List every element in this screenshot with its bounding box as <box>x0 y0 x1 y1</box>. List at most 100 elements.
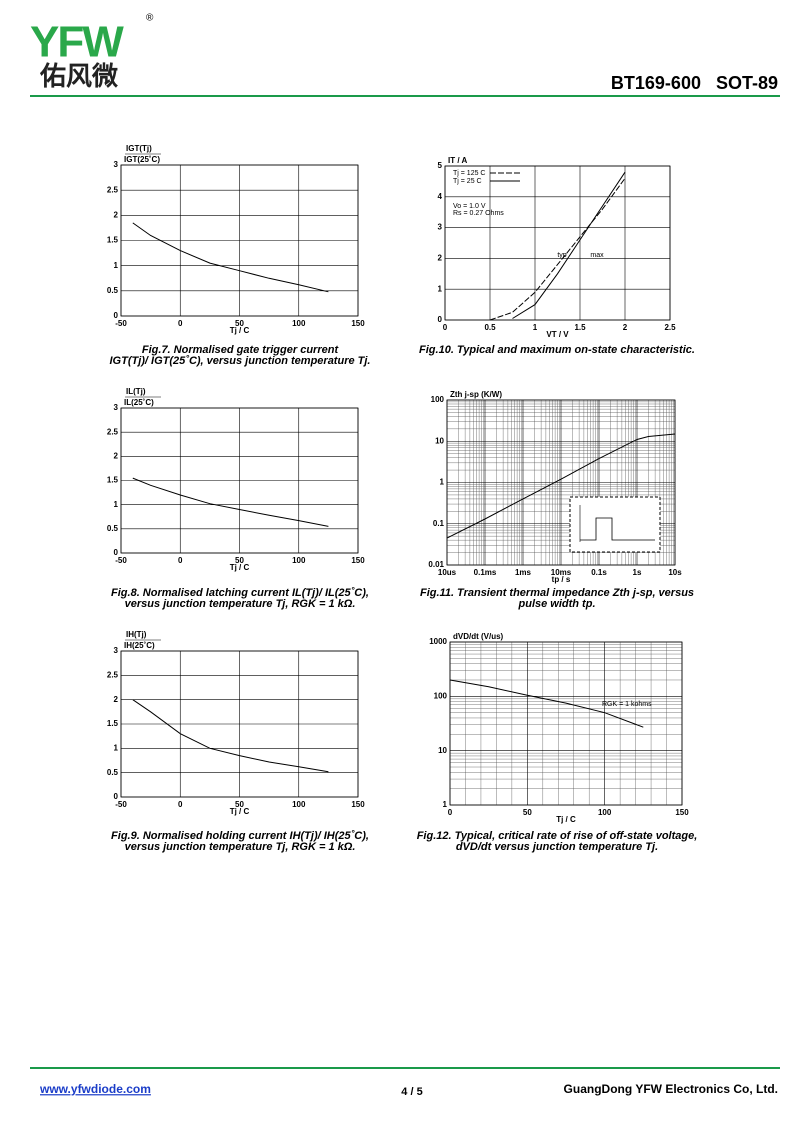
x-tick-label: 0 <box>443 323 448 332</box>
doc-title: BT169-600 SOT-89 <box>611 73 778 93</box>
x-label: Tj / C <box>556 815 576 824</box>
y-label-denominator: IGT(25˚C) <box>124 155 160 164</box>
legend-label: Tj = 125 C <box>453 170 486 177</box>
annotation: Vo = 1.0 V <box>453 203 486 210</box>
data-line <box>132 699 329 773</box>
y-tick-label: 1.5 <box>107 236 119 245</box>
y-tick-label: 2.5 <box>107 427 119 436</box>
y-tick-label: 1 <box>440 478 445 487</box>
x-tick-label: 50 <box>523 808 532 817</box>
y-tick-label: 4 <box>438 192 443 201</box>
page-number: 4 / 5 <box>401 1086 422 1098</box>
y-label: dVD/dt (V/us) <box>453 632 504 641</box>
data-line <box>132 222 329 293</box>
inset-frame <box>569 496 661 553</box>
x-tick-label: 150 <box>351 556 365 565</box>
x-tick-label: 1ms <box>515 568 532 577</box>
company: GuangDong YFW Electronics Co, Ltd. <box>564 1082 778 1096</box>
x-tick-label: 100 <box>292 319 306 328</box>
x-tick-label: 0 <box>448 808 453 817</box>
figure-caption: versus junction temperature Tj, RGK = 1 … <box>125 598 356 610</box>
annotation: Rs = 0.27 Ohms <box>453 210 504 217</box>
y-tick-label: 2 <box>114 695 119 704</box>
x-tick-label: 10us <box>438 568 457 577</box>
legend-label: Tj = 25 C <box>453 178 482 185</box>
figure-caption: Fig.8. Normalised latching current IL(Tj… <box>111 587 369 599</box>
logo-cn: 佑风微 <box>39 61 118 91</box>
annotation: RGK = 1 kohms <box>602 701 652 708</box>
y-tick-label: 2 <box>438 254 443 263</box>
data-line <box>512 171 626 319</box>
x-tick-label: 150 <box>351 319 365 328</box>
x-tick-label: 0 <box>178 800 183 809</box>
figure-caption: Fig.12. Typical, critical rate of rise o… <box>417 830 698 842</box>
x-tick-label: 150 <box>351 800 365 809</box>
y-tick-label: 3 <box>114 160 119 169</box>
y-tick-label: 1 <box>114 743 119 752</box>
x-tick-label: 100 <box>292 800 306 809</box>
x-tick-label: 0.1s <box>591 568 607 577</box>
data-line <box>489 178 626 321</box>
figure-caption: dVD/dt versus junction temperature Tj. <box>456 841 658 853</box>
y-tick-label: 0.5 <box>107 286 119 295</box>
y-tick-label: 1 <box>438 284 443 293</box>
x-tick-label: 0 <box>178 556 183 565</box>
figure-caption: Fig.9. Normalised holding current IH(Tj)… <box>111 830 369 842</box>
y-tick-label: 1 <box>443 800 448 809</box>
x-tick-label: 2 <box>623 323 628 332</box>
figure-caption: Fig.7. Normalised gate trigger current <box>142 344 340 356</box>
y-tick-label: 1 <box>114 500 119 509</box>
x-tick-label: 0.1ms <box>474 568 497 577</box>
x-label: Tj / C <box>230 326 250 335</box>
y-tick-label: 10 <box>438 746 447 755</box>
y-tick-label: 2.5 <box>107 670 119 679</box>
x-tick-label: -50 <box>115 800 127 809</box>
y-tick-label: 0.1 <box>433 519 445 528</box>
x-tick-label: 50 <box>235 556 244 565</box>
y-tick-label: 3 <box>438 223 443 232</box>
x-tick-label: 1s <box>633 568 642 577</box>
y-tick-label: 0 <box>114 792 119 801</box>
y-tick-label: 0 <box>114 548 119 557</box>
plot-area <box>444 165 671 321</box>
x-tick-label: 1.5 <box>574 323 586 332</box>
x-tick-label: 1 <box>533 323 538 332</box>
registered-mark: ® <box>146 13 154 24</box>
y-tick-label: 10 <box>435 436 444 445</box>
x-tick-label: -50 <box>115 319 127 328</box>
y-tick-label: 1.5 <box>107 476 119 485</box>
y-label-numerator: IL(Tj) <box>126 387 146 396</box>
x-label: VT / V <box>546 330 569 339</box>
plot-area <box>449 641 683 806</box>
data-line <box>446 433 676 539</box>
figure-caption: IGT(Tj)/ IGT(25˚C), versus junction temp… <box>110 355 371 367</box>
x-label: tp / s <box>552 575 571 584</box>
y-label-denominator: IL(25˚C) <box>124 398 154 407</box>
data-line <box>449 679 644 728</box>
y-tick-label: 0 <box>438 315 443 324</box>
y-tick-label: 0.5 <box>107 524 119 533</box>
website-link[interactable]: www.yfwdiode.com <box>39 1082 151 1096</box>
x-tick-label: 50 <box>235 319 244 328</box>
x-tick-label: -50 <box>115 556 127 565</box>
annotation: max <box>590 252 604 259</box>
annotation: typ <box>557 252 566 259</box>
y-tick-label: 2 <box>114 451 119 460</box>
y-tick-label: 3 <box>114 403 119 412</box>
y-label-denominator: IH(25˚C) <box>124 641 155 650</box>
figure-caption: Fig.10. Typical and maximum on-state cha… <box>419 344 695 356</box>
x-tick-label: 10ms <box>551 568 572 577</box>
pulse-inset <box>569 496 661 553</box>
x-tick-label: 10s <box>668 568 682 577</box>
x-tick-label: 0 <box>178 319 183 328</box>
y-label: IT / A <box>448 156 467 165</box>
x-label: Tj / C <box>230 563 250 572</box>
y-tick-label: 0.5 <box>107 768 119 777</box>
x-tick-label: 2.5 <box>664 323 676 332</box>
data-line <box>132 477 329 527</box>
y-label-numerator: IGT(Tj) <box>126 144 152 153</box>
x-label: Tj / C <box>230 807 250 816</box>
figure-caption: Fig.11. Transient thermal impedance Zth … <box>420 587 694 599</box>
y-tick-label: 0.01 <box>428 560 444 569</box>
